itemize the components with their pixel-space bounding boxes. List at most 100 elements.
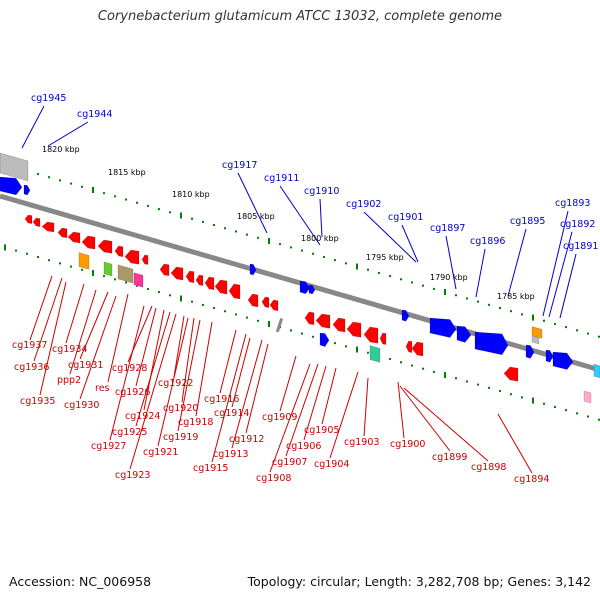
reverse-gene-label[interactable]: cg1923 xyxy=(115,470,150,481)
reverse-gene-label[interactable]: res xyxy=(95,383,110,394)
reverse-gene-arrow[interactable] xyxy=(185,270,195,284)
reverse-gene-arrow[interactable] xyxy=(81,235,96,250)
green-feature-block[interactable] xyxy=(103,261,113,277)
forward-gene-arrow[interactable] xyxy=(401,309,410,322)
reverse-gene-arrow[interactable] xyxy=(41,221,55,233)
reverse-gene-arrow[interactable] xyxy=(195,274,204,286)
reverse-gene-label[interactable]: cg1921 xyxy=(143,447,178,458)
forward-gene-label[interactable]: cg1917 xyxy=(222,160,257,171)
reverse-gene-arrow[interactable] xyxy=(159,263,170,277)
reverse-gene-label[interactable]: cg1894 xyxy=(514,474,549,485)
reverse-gene-arrow[interactable] xyxy=(32,217,41,227)
forward-gene-label[interactable]: cg1944 xyxy=(77,109,112,120)
reverse-gene-label[interactable]: cg1926 xyxy=(115,387,150,398)
reverse-gene-label[interactable]: ppp2 xyxy=(57,375,81,386)
forward-gene-arrow[interactable] xyxy=(552,351,574,370)
reverse-gene-label[interactable]: cg1914 xyxy=(214,408,249,419)
olive-feature-block[interactable] xyxy=(117,264,134,284)
forward-gene-arrow[interactable] xyxy=(429,317,457,338)
forward-gene-label[interactable]: cg1897 xyxy=(430,223,465,234)
reverse-gene-label[interactable]: cg1934 xyxy=(52,344,87,355)
reverse-gene-arrow[interactable] xyxy=(261,296,270,308)
forward-gene-label[interactable]: cg1910 xyxy=(304,186,339,197)
forward-gene-label[interactable]: cg1901 xyxy=(388,212,423,223)
forward-gene-label[interactable]: cg1896 xyxy=(470,236,505,247)
reverse-gene-label[interactable]: cg1912 xyxy=(229,434,264,445)
orange-feature-block[interactable] xyxy=(531,326,543,339)
reverse-gene-label[interactable]: cg1899 xyxy=(432,452,467,463)
reverse-gene-label[interactable]: cg1906 xyxy=(286,441,321,452)
reverse-gene-arrow[interactable] xyxy=(57,227,68,239)
reverse-gene-arrow[interactable] xyxy=(315,313,331,329)
reverse-gene-arrow[interactable] xyxy=(141,254,149,265)
forward-gene-arrow[interactable] xyxy=(456,325,472,343)
reverse-gene-label[interactable]: cg1920 xyxy=(163,403,198,414)
forward-gene-arrow[interactable] xyxy=(0,176,23,196)
reverse-gene-label[interactable]: cg1918 xyxy=(178,417,213,428)
reverse-gene-arrow[interactable] xyxy=(363,326,379,344)
reverse-gene-label[interactable]: cg1930 xyxy=(64,400,99,411)
reverse-gene-arrow[interactable] xyxy=(170,266,184,281)
reverse-gene-label[interactable]: cg1915 xyxy=(193,463,228,474)
reverse-gene-label[interactable]: cg1919 xyxy=(163,432,198,443)
reverse-gene-label[interactable]: cg1937 xyxy=(12,340,47,351)
reverse-gene-arrow[interactable] xyxy=(346,321,362,338)
forward-gene-arrow[interactable] xyxy=(299,280,311,295)
reverse-gene-arrow[interactable] xyxy=(411,341,424,357)
reverse-gene-arrow[interactable] xyxy=(405,340,413,353)
magenta-feature-block[interactable] xyxy=(133,272,144,288)
reverse-gene-arrow[interactable] xyxy=(214,279,228,295)
reverse-gene-label[interactable]: cg1931 xyxy=(68,360,103,371)
pink-feature-block[interactable] xyxy=(583,390,592,404)
forward-gene-label[interactable]: cg1911 xyxy=(264,173,299,184)
forward-gene-label[interactable]: cg1891 xyxy=(563,241,598,252)
forward-gene-arrow[interactable] xyxy=(23,184,31,196)
reverse-gene-label[interactable]: cg1928 xyxy=(112,363,147,374)
reverse-gene-label[interactable]: cg1916 xyxy=(204,394,239,405)
cyan-feature-block[interactable] xyxy=(593,363,600,379)
reverse-gene-arrow[interactable] xyxy=(503,366,519,382)
reverse-gene-label[interactable]: cg1905 xyxy=(304,425,339,436)
reverse-gene-arrow[interactable] xyxy=(204,276,215,291)
reverse-gene-label[interactable]: cg1936 xyxy=(14,362,49,373)
reverse-gene-label[interactable]: cg1925 xyxy=(112,427,147,438)
teal-feature-block[interactable] xyxy=(369,345,381,363)
forward-gene-arrow[interactable] xyxy=(525,344,535,359)
reverse-gene-arrow[interactable] xyxy=(304,311,315,326)
forward-gene-arrow[interactable] xyxy=(474,331,509,356)
reverse-gene-label[interactable]: cg1908 xyxy=(256,473,291,484)
forward-gene-label[interactable]: cg1895 xyxy=(510,216,545,227)
forward-gene-arrow[interactable] xyxy=(319,332,330,347)
forward-gene-arrow[interactable] xyxy=(249,263,257,276)
reverse-gene-arrow[interactable] xyxy=(379,332,387,345)
reverse-gene-label[interactable]: cg1922 xyxy=(158,378,193,389)
reverse-gene-label[interactable]: cg1900 xyxy=(390,439,425,450)
orange-feature-block[interactable] xyxy=(78,252,90,270)
reverse-gene-label[interactable]: cg1927 xyxy=(91,441,126,452)
forward-gene-label[interactable]: cg1902 xyxy=(346,199,381,210)
reverse-gene-label[interactable]: cg1935 xyxy=(20,396,55,407)
gray-feature-block[interactable] xyxy=(0,152,29,182)
forward-gene-label[interactable]: cg1945 xyxy=(31,93,66,104)
forward-gene-arrow[interactable] xyxy=(308,284,316,295)
gray-feature-block[interactable] xyxy=(531,335,540,345)
reverse-gene-arrow[interactable] xyxy=(124,249,140,265)
reverse-gene-arrow[interactable] xyxy=(332,317,346,333)
reverse-gene-arrow[interactable] xyxy=(24,214,33,224)
reverse-gene-arrow[interactable] xyxy=(97,239,113,254)
reverse-gene-label[interactable]: cg1909 xyxy=(262,412,297,423)
reverse-gene-label[interactable]: cg1904 xyxy=(314,459,349,470)
reverse-gene-arrow[interactable] xyxy=(269,299,279,312)
reverse-gene-label[interactable]: cg1924 xyxy=(125,411,160,422)
reverse-gene-label[interactable]: cg1913 xyxy=(213,449,248,460)
forward-gene-arrow[interactable] xyxy=(545,349,554,363)
reverse-gene-arrow[interactable] xyxy=(114,245,124,258)
reverse-gene-label[interactable]: cg1907 xyxy=(272,457,307,468)
reverse-gene-arrow[interactable] xyxy=(67,231,81,244)
forward-gene-label[interactable]: cg1893 xyxy=(555,198,590,209)
reverse-gene-label[interactable]: cg1903 xyxy=(344,437,379,448)
reverse-gene-arrow[interactable] xyxy=(247,293,259,308)
reverse-gene-arrow[interactable] xyxy=(228,283,241,300)
forward-gene-label[interactable]: cg1892 xyxy=(560,219,595,230)
